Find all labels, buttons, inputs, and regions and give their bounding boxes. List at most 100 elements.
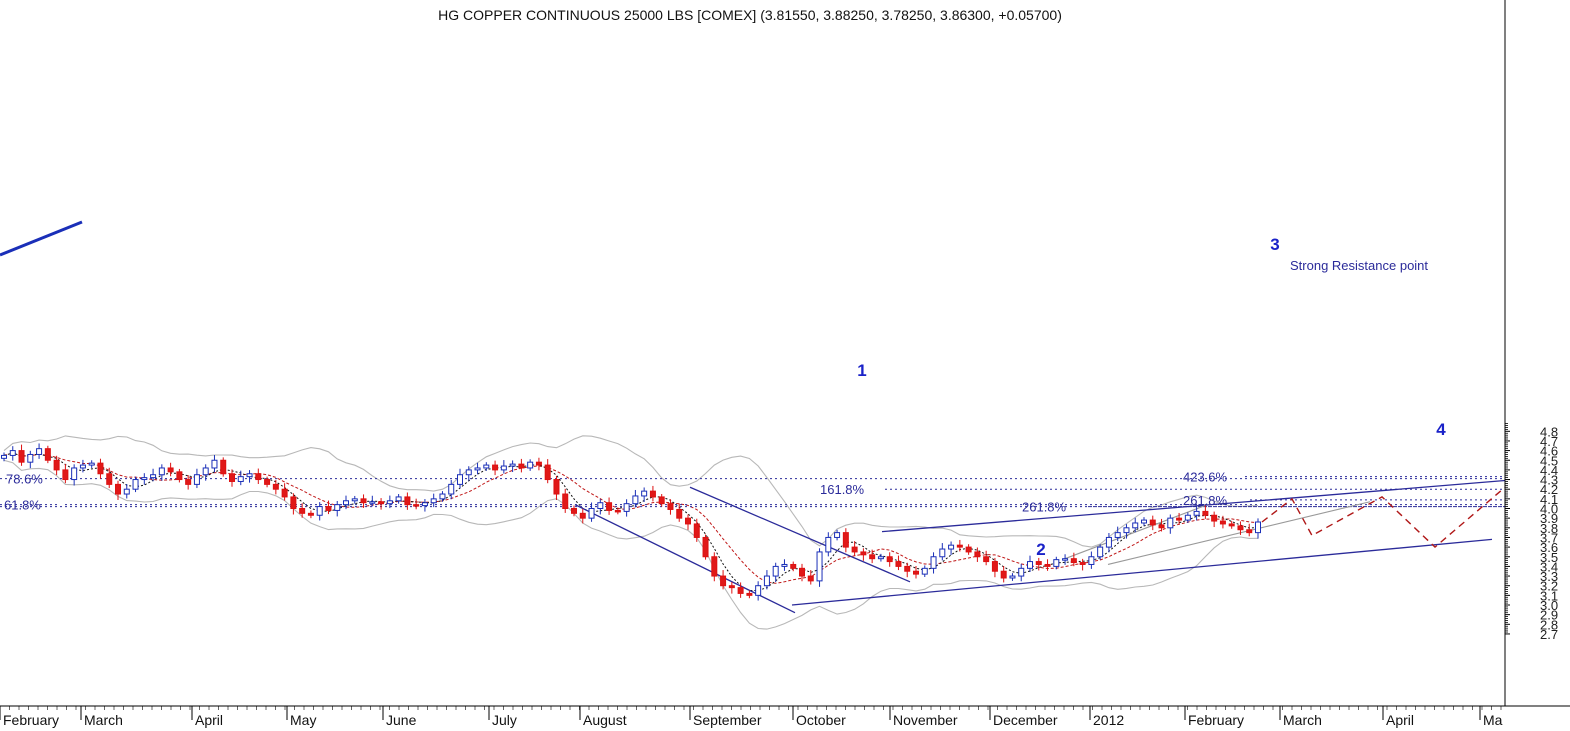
candle	[448, 483, 455, 495]
wave-label: 2	[1036, 540, 1045, 559]
candle	[18, 450, 25, 463]
candle	[983, 556, 990, 563]
candle	[176, 471, 183, 481]
candle	[1237, 525, 1244, 531]
candle	[106, 473, 113, 485]
y-tick-label: 4.5	[1540, 453, 1558, 468]
candle	[1000, 570, 1007, 579]
candle	[1158, 524, 1165, 529]
candle	[895, 561, 902, 567]
candle	[79, 464, 86, 469]
candle	[991, 561, 998, 572]
candle	[851, 546, 858, 553]
candle	[386, 500, 393, 505]
candle	[1211, 514, 1218, 522]
candle	[404, 496, 411, 506]
candle	[509, 463, 516, 467]
candle	[1027, 561, 1033, 569]
candle	[123, 488, 130, 495]
y-tick-label: 3.3	[1540, 569, 1558, 584]
candle	[658, 496, 665, 505]
candle	[1123, 527, 1130, 534]
candle	[220, 459, 227, 475]
candle	[281, 488, 288, 498]
candle	[614, 509, 621, 513]
candle	[255, 473, 262, 481]
y-tick-label: 4.8	[1540, 424, 1558, 439]
candle	[562, 493, 569, 509]
candle	[886, 556, 893, 563]
fib-label: 261.8%	[1022, 500, 1067, 515]
candle	[1219, 520, 1226, 525]
candle	[1228, 523, 1235, 527]
candle	[1193, 510, 1200, 516]
candle	[1097, 546, 1104, 558]
y-tick-label: 4.6	[1540, 444, 1558, 459]
candle	[676, 508, 683, 519]
candle	[588, 508, 595, 519]
bollinger-upper	[3, 435, 1259, 548]
x-tick-label: April	[1386, 712, 1414, 728]
y-tick-label: 3.1	[1540, 588, 1558, 603]
candle	[351, 498, 358, 502]
candle	[869, 554, 876, 560]
candle	[115, 483, 121, 495]
candle	[185, 479, 192, 485]
candle	[264, 479, 271, 485]
candle	[790, 563, 797, 569]
candle	[343, 500, 349, 506]
candle	[272, 483, 279, 490]
ma-black	[3, 452, 1259, 591]
candle	[921, 567, 928, 575]
y-tick-label: 3.4	[1540, 559, 1558, 574]
y-tick-label: 2.9	[1540, 608, 1558, 623]
ma-red	[3, 452, 1259, 584]
x-tick-label: September	[693, 712, 762, 728]
candle	[913, 570, 919, 575]
candle	[1202, 510, 1209, 516]
fib-label: 61.8%	[4, 498, 41, 513]
candle	[141, 477, 148, 481]
candle	[1184, 514, 1191, 521]
candle	[369, 501, 376, 504]
x-tick-label: July	[492, 712, 517, 728]
y-tick-label: 3.8	[1540, 521, 1558, 536]
resistance-label: Strong Resistance point	[1290, 258, 1428, 273]
candle	[307, 512, 314, 516]
candle	[483, 464, 490, 469]
candle	[623, 503, 630, 512]
x-tick-label: June	[386, 712, 417, 728]
candle	[711, 556, 718, 577]
candle	[781, 563, 788, 567]
fib-label: 423.6%	[1183, 470, 1228, 485]
x-tick-label: November	[893, 712, 958, 728]
x-tick-label: May	[290, 712, 316, 728]
candle	[88, 462, 95, 466]
candle	[395, 496, 402, 502]
candle	[904, 565, 911, 572]
y-tick-label: 3.2	[1540, 579, 1558, 594]
candle	[579, 512, 586, 519]
candle	[948, 544, 955, 550]
candle	[167, 467, 174, 473]
x-tick-label: Ma	[1483, 712, 1503, 728]
candle	[211, 459, 218, 469]
candle	[825, 536, 832, 553]
candle	[667, 503, 674, 510]
forecast-path	[1261, 486, 1506, 549]
y-tick-label: 3.0	[1540, 598, 1558, 613]
candle	[1009, 575, 1016, 579]
candle	[974, 551, 981, 558]
candle	[1149, 519, 1156, 526]
candle	[535, 461, 542, 466]
y-tick-label: 4.0	[1540, 502, 1558, 517]
candle	[728, 585, 735, 589]
candle	[500, 465, 507, 471]
candle	[834, 532, 841, 538]
minor-channel-lower	[1107, 501, 1371, 566]
uptrend-channel-lower	[791, 538, 1493, 606]
candle	[606, 502, 613, 511]
candle	[1062, 558, 1069, 561]
